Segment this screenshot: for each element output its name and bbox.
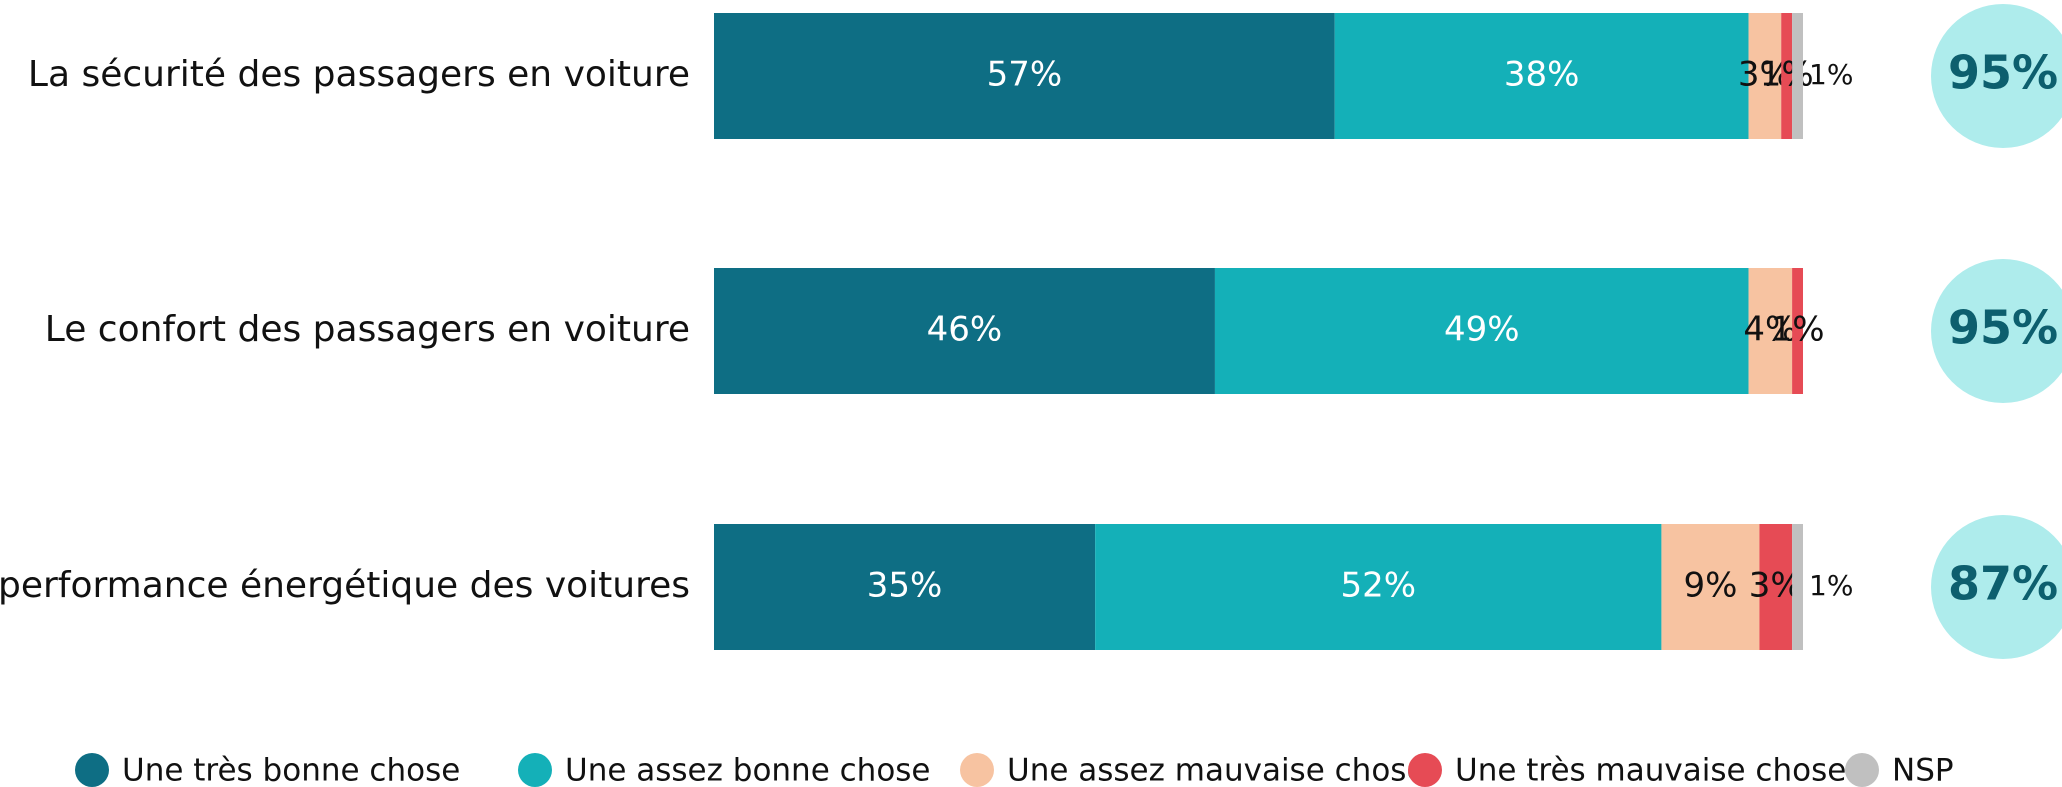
bar-segment	[1748, 268, 1793, 394]
bar-segment	[1759, 524, 1793, 650]
legend-label: Une très mauvaise chose	[1455, 753, 1846, 787]
legend-swatch	[960, 753, 994, 787]
bar-segment	[714, 13, 1335, 139]
bar-segment	[1334, 13, 1749, 139]
data-label: 35%	[867, 566, 943, 606]
bar-segment	[1748, 13, 1782, 139]
total-circle	[1931, 515, 2062, 659]
bar-segment	[1792, 13, 1803, 139]
data-label: 57%	[987, 55, 1063, 95]
data-label: 9%	[1683, 566, 1737, 606]
bar-segment	[1792, 524, 1803, 650]
bar-segment	[1661, 524, 1760, 650]
legend-label: Une très bonne chose	[122, 753, 460, 787]
data-label: 1%	[1760, 55, 1814, 95]
legend-swatch	[1408, 753, 1442, 787]
legend-label: Une assez bonne chose	[565, 753, 931, 787]
data-label: 1%	[1809, 569, 1853, 602]
category-label: La sécurité des passagers en voiture	[28, 54, 690, 95]
category-label: La performance énergétique des voitures	[0, 565, 690, 606]
bar-segment	[714, 268, 1215, 394]
legend-label: NSP	[1892, 753, 1954, 787]
total-label: 87%	[1948, 557, 2058, 611]
total-label: 95%	[1948, 46, 2058, 100]
legend-label: Une assez mauvaise chose	[1007, 753, 1426, 787]
bar-segment	[1781, 13, 1793, 139]
total-label: 95%	[1948, 301, 2058, 355]
data-label: 46%	[927, 310, 1003, 350]
data-label: 1%	[1771, 310, 1825, 350]
total-circle	[1931, 259, 2062, 403]
total-circle	[1931, 4, 2062, 148]
data-label: 49%	[1444, 310, 1520, 350]
legend-swatch	[518, 753, 552, 787]
data-label: 4%	[1743, 310, 1797, 350]
bar-segment	[1214, 268, 1749, 394]
legend-swatch	[1845, 753, 1879, 787]
bar-segment	[1095, 524, 1662, 650]
category-label: Le confort des passagers en voiture	[45, 309, 690, 350]
data-label: 38%	[1504, 55, 1580, 95]
bar-segment	[714, 524, 1096, 650]
legend-swatch	[75, 753, 109, 787]
data-label: 52%	[1341, 566, 1417, 606]
bar-segment	[1792, 268, 1803, 394]
data-label: 1%	[1809, 58, 1853, 91]
